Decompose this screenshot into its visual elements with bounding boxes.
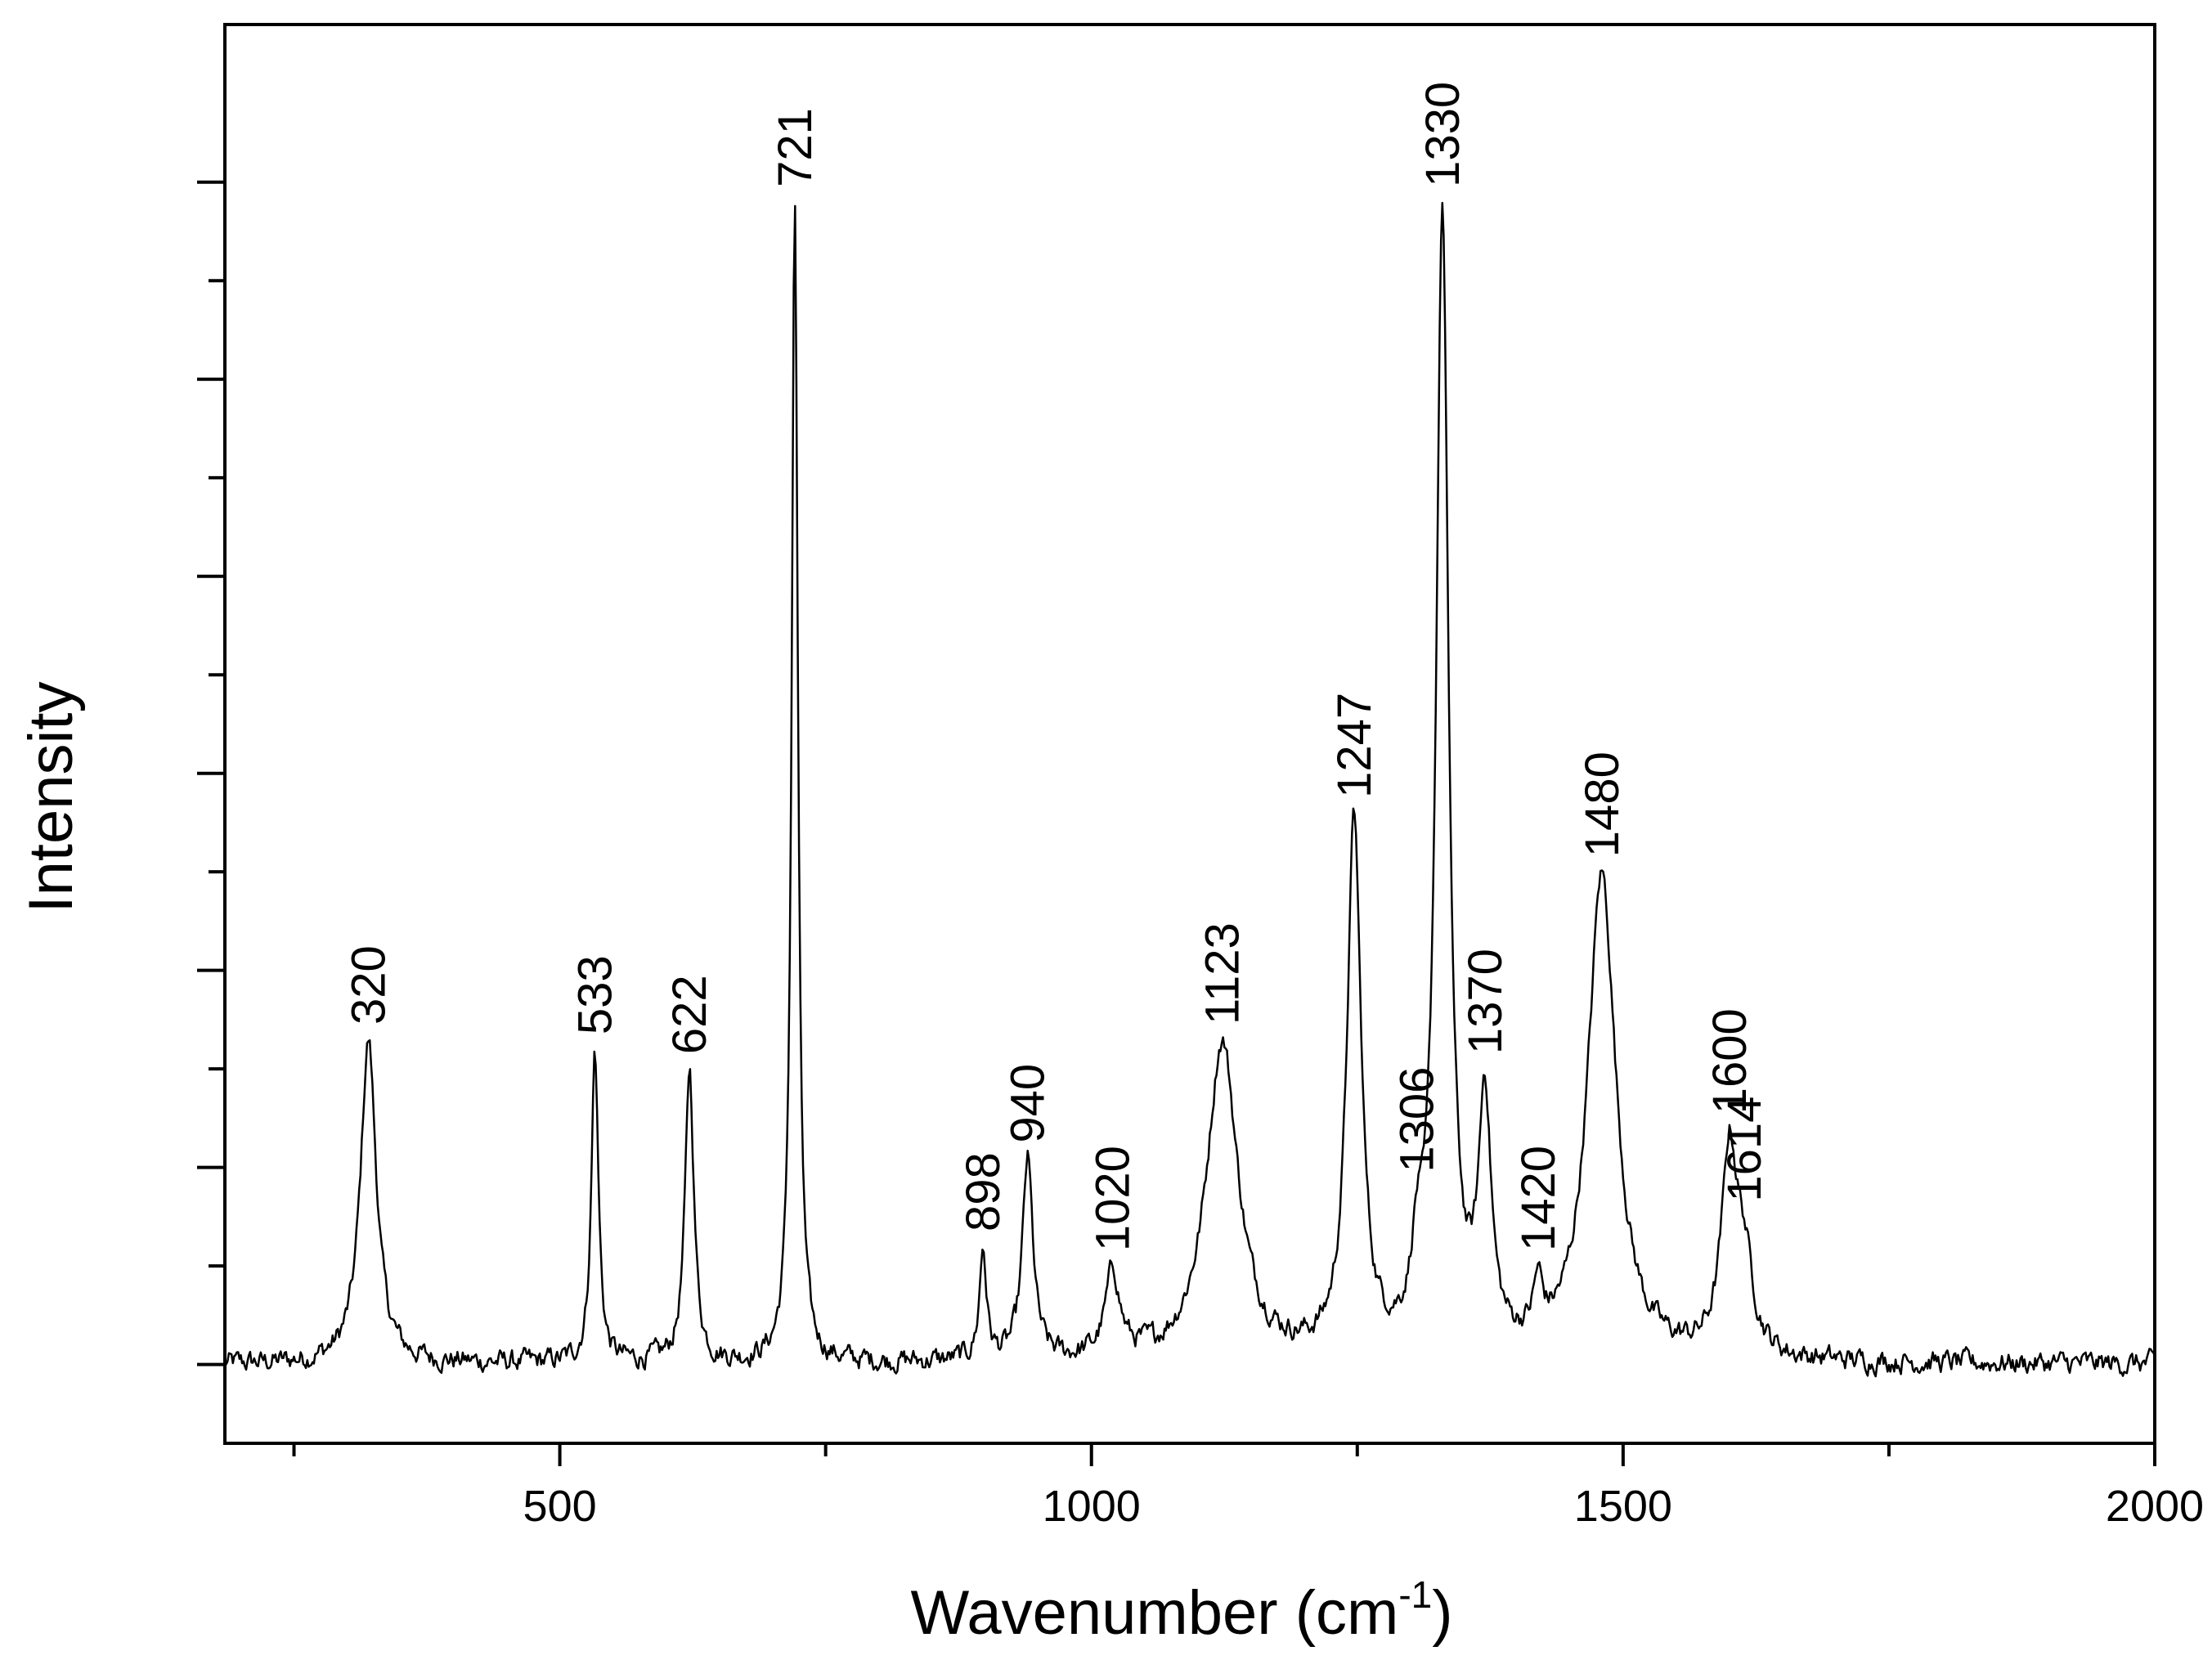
peak-label-1600: 1600 <box>1703 1008 1757 1114</box>
x-axis-tick-labels: 500 1000 1500 2000 <box>523 1482 2205 1531</box>
spectrum-series-line <box>223 201 2156 1378</box>
x-tick-label: 2000 <box>2106 1482 2204 1531</box>
x-tick-label: 1500 <box>1574 1482 1672 1531</box>
plot-frame <box>223 23 2156 1445</box>
peak-label-898: 898 <box>957 1152 1010 1232</box>
peak-label-1420: 1420 <box>1512 1146 1565 1251</box>
peak-label-1020: 1020 <box>1087 1146 1140 1251</box>
peak-label-320: 320 <box>343 945 396 1025</box>
plot-area <box>223 23 2156 1445</box>
peak-label-1480: 1480 <box>1576 751 1629 857</box>
y-axis-title: Intensity <box>16 681 86 913</box>
peak-label-622: 622 <box>663 975 716 1054</box>
peak-label-1614: 1614 <box>1718 1097 1771 1202</box>
peak-label-1370: 1370 <box>1459 949 1512 1054</box>
x-axis-ticks <box>292 1443 2156 1466</box>
peak-label-1247: 1247 <box>1328 693 1381 798</box>
peak-label-1306: 1306 <box>1391 1067 1444 1173</box>
y-axis-ticks <box>197 180 225 1366</box>
peak-label-1123: 1123 <box>1196 922 1250 1025</box>
peak-label-533: 533 <box>569 955 622 1034</box>
peak-label-1330: 1330 <box>1416 82 1469 187</box>
x-tick-label: 500 <box>523 1482 597 1531</box>
peak-label-721: 721 <box>769 108 822 187</box>
peak-labels: 320 533 622 721 898 940 1020 1123 1247 1306 1330 13… <box>343 82 1772 1251</box>
peak-label-940: 940 <box>1002 1064 1055 1143</box>
x-axis-title: Wavenumber (cm-1) <box>910 1573 1452 1648</box>
x-tick-label: 1000 <box>1043 1482 1141 1531</box>
